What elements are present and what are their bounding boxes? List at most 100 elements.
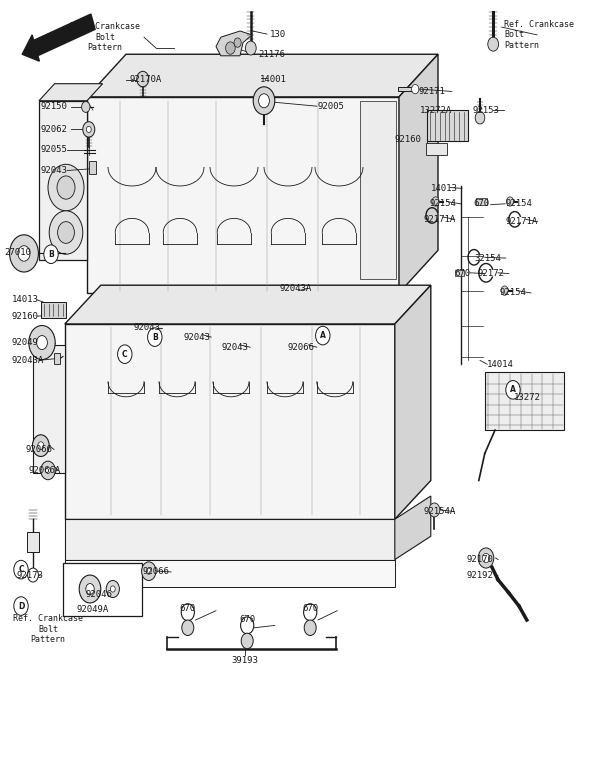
Circle shape [245,41,256,55]
Bar [455,270,464,276]
Circle shape [49,211,83,254]
Circle shape [44,245,58,264]
Circle shape [148,328,162,346]
Circle shape [316,326,330,345]
Text: C: C [18,565,24,574]
Text: 92154: 92154 [506,199,533,208]
Circle shape [488,37,499,51]
Circle shape [478,548,494,568]
Text: 92154: 92154 [429,199,456,208]
Circle shape [38,442,44,449]
Text: 92043: 92043 [183,332,210,342]
Text: 92171A: 92171A [423,215,455,224]
Text: 92043A: 92043A [12,356,44,365]
Polygon shape [65,560,395,587]
Text: 670: 670 [454,269,470,278]
Text: Ref. Crankcase
Bolt
Pattern: Ref. Crankcase Bolt Pattern [504,20,574,50]
Circle shape [506,197,514,206]
Circle shape [429,503,440,517]
Text: 92150: 92150 [41,102,68,112]
Text: D: D [18,601,24,611]
Text: 13272: 13272 [514,393,541,402]
Circle shape [182,620,194,635]
Text: 39193: 39193 [232,656,258,665]
Circle shape [241,617,254,634]
Text: 92171A: 92171A [506,217,538,226]
Polygon shape [398,87,417,91]
Text: 92066: 92066 [142,567,169,577]
Text: 14014: 14014 [487,360,514,369]
Text: 21176: 21176 [258,50,285,59]
Text: Ref. Crankcase
Bolt
Pattern: Ref. Crankcase Bolt Pattern [13,615,83,644]
Text: 92173: 92173 [17,571,44,580]
Bar [54,353,60,364]
Bar [89,161,96,174]
Bar [27,532,39,552]
Circle shape [28,568,38,582]
Circle shape [506,381,520,399]
Circle shape [253,87,275,115]
Text: 92160: 92160 [12,312,39,321]
Text: 92066: 92066 [288,343,315,352]
Text: 92062: 92062 [41,125,68,134]
Text: 92049A: 92049A [77,605,109,615]
Text: 670: 670 [239,615,255,625]
Circle shape [241,633,253,649]
Text: 92172: 92172 [477,269,504,278]
Text: 27010: 27010 [5,248,32,257]
Circle shape [86,584,94,594]
Text: 14001: 14001 [260,74,286,84]
Polygon shape [216,31,252,56]
Text: 92049: 92049 [12,338,39,347]
Text: 92170: 92170 [467,555,494,564]
Polygon shape [33,345,65,473]
Circle shape [475,112,485,124]
Text: C: C [122,350,128,359]
Bar [476,198,487,205]
Bar [63,563,142,616]
Polygon shape [65,519,395,560]
Circle shape [181,604,194,621]
Text: Ref. Crankcase
Bolt
Pattern: Ref. Crankcase Bolt Pattern [70,22,140,52]
Polygon shape [485,372,564,430]
Circle shape [106,580,119,598]
Text: 92153: 92153 [472,105,499,115]
Circle shape [29,326,55,360]
Circle shape [14,597,28,615]
Polygon shape [87,97,399,293]
Polygon shape [39,101,87,260]
Polygon shape [87,54,438,97]
Text: 92043: 92043 [222,343,249,352]
Circle shape [137,71,149,87]
Circle shape [118,345,132,363]
Circle shape [304,604,317,621]
Text: A: A [320,331,326,340]
Polygon shape [65,324,395,519]
Polygon shape [395,285,431,519]
Text: 92046: 92046 [85,590,112,599]
Text: 92043: 92043 [41,166,68,175]
Circle shape [32,435,49,456]
Circle shape [18,246,30,261]
Polygon shape [65,285,431,324]
Text: 92171: 92171 [419,87,446,96]
Circle shape [142,562,156,580]
Text: A: A [510,385,516,394]
Text: 92154: 92154 [499,288,526,298]
Circle shape [412,84,419,94]
Circle shape [501,286,508,295]
Circle shape [58,222,74,243]
Polygon shape [360,101,396,279]
Circle shape [259,94,269,108]
Circle shape [79,575,101,603]
Text: 92170A: 92170A [129,75,161,84]
Text: 92160: 92160 [395,135,422,144]
Text: 92154A: 92154A [424,507,456,516]
Text: 92066A: 92066A [29,466,61,475]
Text: 14013: 14013 [12,295,39,305]
Circle shape [226,42,235,54]
Polygon shape [399,54,438,293]
Text: 92005: 92005 [318,102,345,111]
Circle shape [146,568,151,574]
Circle shape [37,336,47,350]
